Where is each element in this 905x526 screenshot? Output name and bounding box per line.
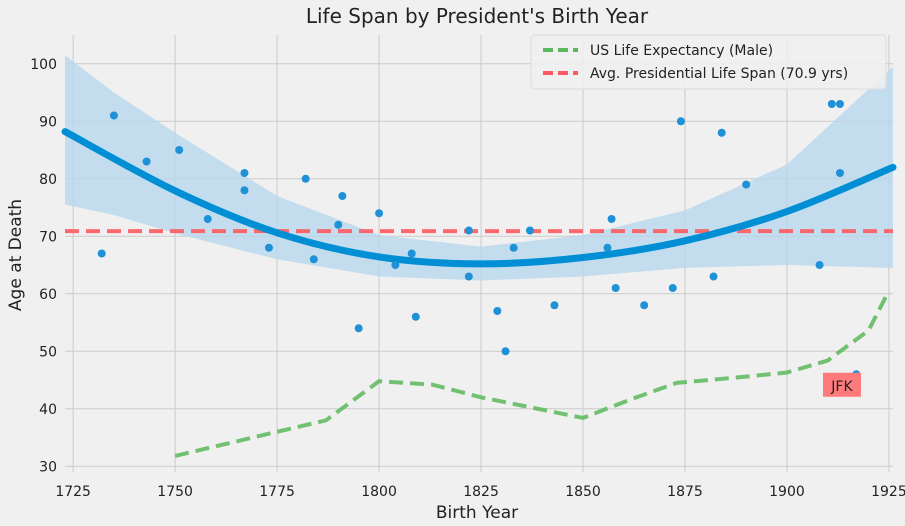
y-tick-labels: 30 40 50 60 70 80 90 100 <box>30 57 57 476</box>
life-expectancy-line <box>174 289 891 458</box>
data-point <box>525 226 534 235</box>
data-point <box>611 284 620 292</box>
data-point <box>509 243 518 252</box>
x-tick-label: 1800 <box>361 484 397 500</box>
jfk-annotation-label: JFK <box>830 379 853 395</box>
legend-label-life-expectancy: US Life Expectancy (Male) <box>590 43 773 59</box>
y-axis-label: Age at Death <box>6 199 26 311</box>
legend-label-avg-life-span: Avg. Presidential Life Span (70.9 yrs) <box>590 66 848 82</box>
annotations: JFK <box>822 372 861 397</box>
jfk-annotation-box <box>822 372 861 397</box>
data-point <box>97 249 106 258</box>
data-point <box>175 146 184 154</box>
y-tick-label: 70 <box>39 229 57 245</box>
y-tick-label: 80 <box>39 172 57 188</box>
data-point <box>640 301 649 310</box>
x-tick-label: 1725 <box>55 484 91 500</box>
legend-box <box>530 34 887 90</box>
data-point <box>301 174 310 183</box>
data-point <box>264 243 273 252</box>
x-axis-label: Birth Year <box>436 503 518 523</box>
y-tick-label: 30 <box>39 459 57 475</box>
data-point <box>501 347 510 356</box>
x-tick-label: 1875 <box>667 484 703 500</box>
data-point <box>550 301 559 310</box>
data-point <box>815 261 824 269</box>
data-point <box>203 215 212 223</box>
data-point <box>464 272 473 281</box>
data-point <box>835 100 844 108</box>
data-point <box>391 261 400 269</box>
data-point <box>309 255 318 264</box>
data-point <box>375 209 384 218</box>
confidence-band <box>65 55 893 281</box>
data-point <box>354 324 363 333</box>
series-lines <box>65 229 893 458</box>
data-point <box>109 111 118 120</box>
data-point <box>668 284 677 292</box>
x-tick-labels: 1725 1750 1775 1800 1825 1850 1875 1900 1925 <box>55 484 905 500</box>
data-point <box>407 249 416 258</box>
data-point <box>142 157 151 166</box>
scatter-points <box>97 100 861 379</box>
data-point <box>607 215 616 223</box>
data-point <box>676 117 685 126</box>
x-tick-label: 1900 <box>769 484 805 500</box>
data-point <box>709 272 718 281</box>
x-tick-label: 1775 <box>259 484 295 500</box>
y-tick-label: 90 <box>39 114 57 130</box>
confidence-band-area <box>65 55 893 281</box>
data-point <box>240 169 249 177</box>
y-tick-label: 60 <box>39 287 57 303</box>
data-point <box>827 100 836 108</box>
data-point <box>493 307 502 315</box>
regression-curve <box>61 128 897 268</box>
data-point <box>835 169 844 177</box>
data-point <box>464 226 473 235</box>
data-point <box>240 186 249 195</box>
y-tick-label: 50 <box>39 344 57 360</box>
chart-title: Life Span by President's Birth Year <box>306 4 649 28</box>
y-tick-label: 100 <box>30 57 57 73</box>
legend: US Life Expectancy (Male) Avg. President… <box>530 34 887 90</box>
data-point <box>411 312 420 321</box>
data-point <box>742 180 751 189</box>
x-tick-label: 1750 <box>157 484 193 500</box>
data-point <box>603 243 612 252</box>
x-tick-label: 1925 <box>871 484 905 500</box>
x-tick-label: 1825 <box>463 484 499 500</box>
data-point <box>334 220 343 229</box>
data-point <box>338 192 347 200</box>
y-tick-label: 40 <box>39 402 57 418</box>
data-point <box>717 128 726 137</box>
x-tick-label: 1850 <box>565 484 601 500</box>
fit-line <box>61 128 897 268</box>
